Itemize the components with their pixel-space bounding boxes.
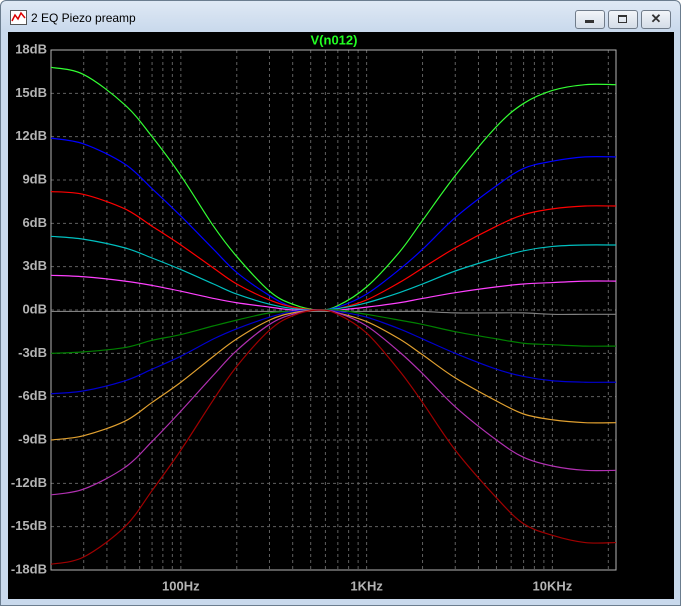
y-tick-label: -12dB (11, 475, 47, 490)
y-tick-label: -6dB (18, 388, 47, 403)
series-line (50, 309, 617, 395)
app-icon (10, 10, 27, 25)
minimize-button[interactable] (575, 10, 605, 29)
x-tick-label: 100Hz (162, 578, 200, 593)
series-line (50, 309, 617, 496)
series-line (50, 309, 617, 354)
chart: V(n012) -18dB -15dB -12dB -9dB -6dB -3dB 0dB 3d… (11, 32, 617, 593)
x-tick-label: 10KHz (533, 578, 573, 593)
y-tick-label: 15dB (15, 85, 47, 100)
series-line (50, 137, 617, 311)
series-line (50, 309, 617, 441)
y-tick-label: -9dB (18, 431, 47, 446)
series-line (50, 66, 617, 311)
series-line (50, 274, 617, 311)
y-tick-label: -18dB (11, 561, 47, 576)
series-line (50, 309, 617, 565)
y-tick-label: 0dB (22, 301, 47, 316)
y-tick-label: -15dB (11, 518, 47, 533)
y-tick-label: 3dB (22, 258, 47, 273)
y-tick-label: 6dB (22, 215, 47, 230)
x-tick-label: 1KHz (350, 578, 383, 593)
y-tick-label: 18dB (15, 41, 47, 56)
y-tick-label: 9dB (22, 171, 47, 186)
chart-title: V(n012) (311, 32, 358, 47)
series-line (50, 235, 617, 311)
maximize-button[interactable] (608, 10, 638, 29)
close-button[interactable]: ✕ (641, 10, 671, 29)
y-tick-label: -3dB (18, 345, 47, 360)
plot-frame (50, 49, 617, 571)
y-tick-label: 12dB (15, 128, 47, 143)
plot-pane: V(n012) -18dB -15dB -12dB -9dB -6dB -3dB 0dB 3d… (8, 32, 674, 599)
window-title: 2 EQ Piezo preamp (31, 11, 136, 25)
